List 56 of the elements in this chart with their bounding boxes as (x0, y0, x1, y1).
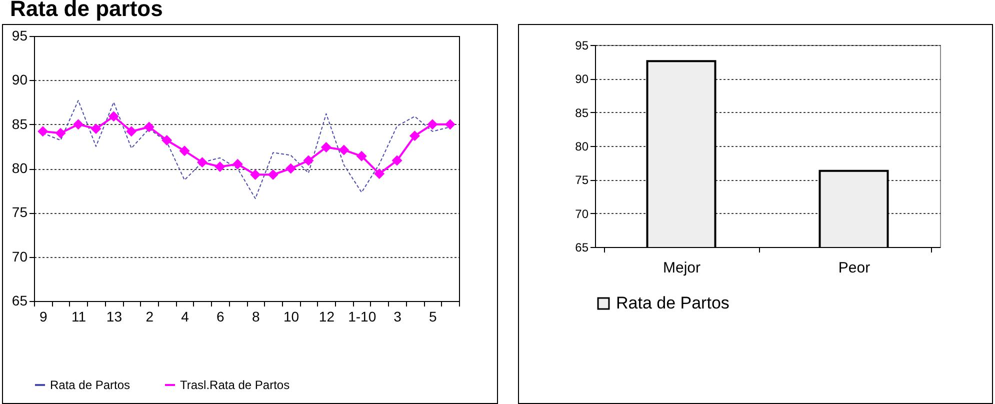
point (38, 126, 48, 137)
point (320, 142, 332, 153)
y-tick-label: 70 (575, 206, 589, 221)
point (392, 155, 402, 166)
point (162, 134, 172, 146)
x-tick-label: 5 (429, 308, 438, 324)
x-tick-label: 2 (146, 308, 154, 324)
x-tick-label: 4 (181, 308, 190, 324)
point (126, 126, 137, 137)
point (409, 130, 420, 142)
legend-label: Trasl.Rata de Partos (180, 378, 290, 392)
y-tick-label: 85 (575, 106, 589, 120)
point (55, 128, 66, 138)
point (303, 155, 314, 166)
x-tick-label: 6 (216, 308, 225, 324)
y-tick-label: 85 (12, 116, 28, 132)
point (286, 163, 296, 174)
point (108, 111, 119, 122)
point (374, 168, 385, 180)
y-tick-label: 90 (12, 72, 28, 88)
x-tick-label: 3 (394, 308, 402, 324)
point (427, 119, 438, 130)
point (179, 146, 190, 156)
point (356, 150, 367, 162)
x-tick-label: 1-10 (348, 308, 376, 324)
x-tick-label: Mejor (662, 260, 701, 276)
point (144, 122, 154, 132)
chart-title: Rata de partos (10, 0, 163, 21)
x-tick-label: 13 (106, 308, 122, 324)
point (444, 119, 456, 130)
y-tick-label: 90 (575, 72, 589, 86)
x-tick-label: 10 (283, 308, 300, 324)
x-tick-label: 9 (39, 308, 48, 324)
point (250, 169, 261, 180)
y-tick-label: 75 (12, 204, 28, 220)
point (196, 157, 208, 168)
legend-label: Rata de Partos (50, 378, 130, 392)
y-tick-label: 95 (12, 28, 28, 44)
x-tick-label: 12 (318, 308, 335, 324)
y-tick-label: 70 (12, 248, 28, 264)
y-tick-label: 65 (12, 292, 28, 308)
y-tick-label: 75 (575, 173, 589, 188)
point (90, 124, 102, 134)
x-tick-label: 8 (252, 308, 260, 324)
y-tick-label: 65 (575, 240, 589, 254)
x-tick-label: 11 (71, 308, 86, 324)
point (338, 144, 350, 156)
x-tick-label: Peor (838, 260, 870, 276)
y-tick-label: 95 (575, 38, 589, 52)
point (73, 119, 84, 130)
point (214, 161, 226, 172)
point (232, 158, 243, 170)
y-tick-label: 80 (12, 160, 28, 176)
legend-label: Rata de Partos (616, 294, 730, 312)
point (268, 169, 278, 180)
y-tick-label: 80 (575, 140, 589, 154)
